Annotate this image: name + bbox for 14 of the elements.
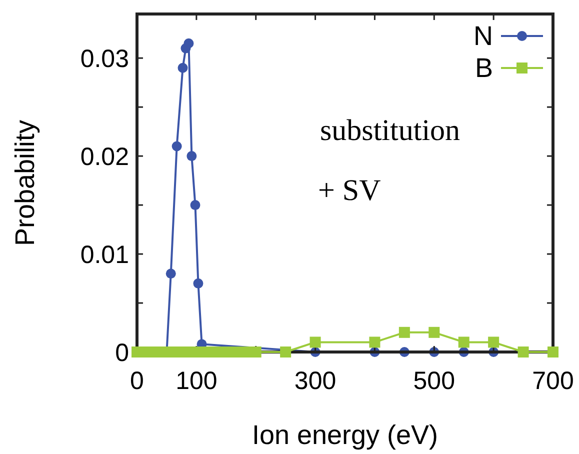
legend-label: N: [474, 21, 493, 51]
annotation: + SV: [318, 174, 382, 207]
x-tick-label: 300: [294, 367, 336, 395]
annotation: substitution: [320, 114, 460, 147]
x-tick-label: 500: [413, 367, 455, 395]
legend-label: B: [474, 53, 493, 83]
x-tick-label: 100: [176, 367, 218, 395]
y-tick-label: 0.03: [80, 45, 129, 74]
y-axis-title: Probability: [10, 119, 40, 246]
y-tick-label: 0.02: [80, 143, 129, 172]
x-axis-title: Ion energy (eV): [252, 420, 438, 450]
x-tick-label: 700: [532, 367, 574, 395]
y-tick-label: 0: [115, 339, 129, 367]
y-tick-label: 0.01: [80, 241, 129, 270]
